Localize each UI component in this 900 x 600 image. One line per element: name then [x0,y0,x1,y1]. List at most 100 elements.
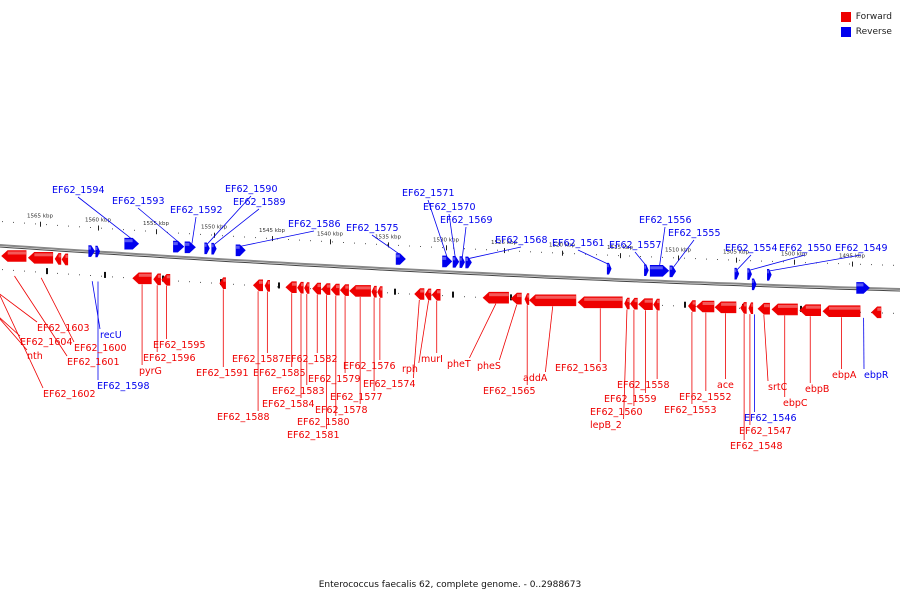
scale-dot-bottom [35,271,36,273]
scale-dot-top [354,242,355,244]
scale-tick [156,229,157,235]
leader-EF62_1593 [137,207,180,243]
reverse-swatch [840,26,851,37]
gene-arrow-EF62_1588 [252,279,264,292]
scale-dot-top [420,246,421,247]
gene-highlight-EF62_1588 [259,280,263,284]
scale-tick-label: 1515 kbp [607,245,633,251]
scale-dot-top [68,225,69,227]
scale-dot-top [79,226,80,228]
scale-dot-top [706,258,707,260]
gene-arrow-EF62_1585 [285,281,297,294]
gene-label-EF62_1601: EF62_1601 [67,357,119,368]
gene-arrow-EF62_1583 [304,282,310,294]
gene-arrow-ebpB [799,304,822,317]
gene-highlight-EF62_1590 [204,243,207,247]
scale-tick [446,245,447,251]
gene-label-addA: addA [523,373,548,384]
gene-label-EF62_1554: EF62_1554 [725,243,777,254]
scale-tick-label: 1525 kbp [491,240,517,246]
gene-highlight-EF62_1589 [211,244,214,248]
gene-arrow-EF62_1598 [95,245,101,258]
gene-highlight-EF62_1558 [657,300,660,304]
scale-dot-top [618,255,619,257]
scale-tick-lower [46,268,48,275]
gene-label-lepB_2: lepB_2 [590,420,622,431]
scale-dot-top [255,237,256,239]
leader-EF62_1604 [0,317,21,337]
leader-pheS [499,304,518,361]
gene-highlight-EF62_1586 [236,245,240,249]
scale-tick-label: 1520 kbp [549,243,575,249]
gene-arrow-lepB_2 [624,297,630,310]
gene-label-nth: nth [27,351,43,362]
gene-label-EF62_1569: EF62_1569 [440,215,492,226]
gene-arrow-EF62_1547 [748,302,754,315]
gene-label-EF62_1563: EF62_1563 [555,363,607,374]
gene-arrow-EF62_1560 [630,297,638,310]
gene-highlight-EF62_1554 [734,269,737,273]
legend-item-reverse: Reverse [840,24,892,39]
leader-EF62_1586 [240,230,315,247]
gene-highlight-EF62_1580 [336,285,340,289]
scale-dot-bottom [57,272,58,274]
gene-label-EF62_1593: EF62_1593 [112,196,164,207]
scale-dot-top [431,246,432,248]
scale-dot-top [673,257,674,259]
gene-label-pheT: pheT [447,359,471,370]
gene-arrow-EF62_1576 [377,286,383,298]
gene-arrow-EF62_1548 [740,302,747,314]
genome-backbone [0,244,900,292]
gene-highlight-EF62_1546 [752,279,754,283]
gene-arrow-EF62_1577 [371,285,377,298]
scale-dot-top [695,258,696,260]
scale-dot-top [596,254,597,256]
legend: Forward Reverse [840,9,892,39]
scale-dot-top [387,244,388,246]
scale-tick [562,250,563,256]
gene-arrow-pheT [482,291,509,304]
scale-dot-top [178,232,179,234]
gene-label-murI: murI [421,354,443,365]
scale-dot-top [343,242,344,243]
gene-arrow-pyrG [132,272,152,285]
scale-tick-lower [104,271,106,278]
gene-label-EF62_1565: EF62_1565 [483,386,535,397]
scale-dot-bottom [178,280,179,282]
gene-arrow-EF62_1582 [312,282,322,295]
scale-dot-bottom [79,274,80,276]
gene-arrow-ebpC [771,303,798,316]
gene-highlight-EF62_1553 [692,301,696,305]
scale-dot-top [398,244,399,246]
gene-label-EF62_1582: EF62_1582 [285,354,337,365]
gene-label-EF62_1584: EF62_1584 [262,399,314,410]
map-caption: Enterococcus faecalis 62, complete genom… [318,580,582,590]
scale-dot-bottom [68,273,69,275]
gene-label-EF62_1558: EF62_1558 [617,380,669,391]
scale-dot-top [57,224,58,226]
gene-highlight-EF62_1582 [317,284,321,288]
scale-dot-top [882,264,883,266]
scale-dot-bottom [871,312,872,314]
gene-label-pyrG: pyrG [139,366,162,377]
gene-label-EF62_1552: EF62_1552 [679,392,731,403]
gene-label-ebpC: ebpC [783,398,808,409]
gene-label-EF62_1553: EF62_1553 [664,405,716,416]
scale-dot-top [629,255,630,257]
leader-recU [91,281,101,330]
scale-dot-top [266,237,267,239]
gene-label-ace: ace [717,380,734,391]
gene-arrow-EF62_1561 [606,262,612,275]
leader-EF62_1561 [577,249,610,266]
gene-highlight-EF62_1574 [420,289,424,293]
scale-dot-top [244,236,245,238]
scale-dot-top [519,250,520,252]
gene-arrow-ebpR [856,282,870,294]
gene-arrow-murI [431,288,441,301]
scale-dot-top [508,250,509,252]
gene-label-EF62_1579: EF62_1579 [308,374,360,385]
scale-dot-bottom [101,275,102,277]
gene-label-EF62_1549: EF62_1549 [835,243,887,254]
gene-highlight-ace [721,302,736,306]
